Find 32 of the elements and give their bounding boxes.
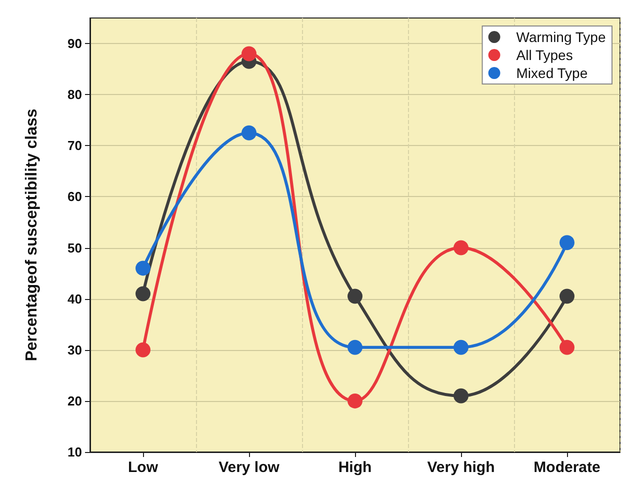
point [560, 235, 574, 250]
y-tick-label: 60 [68, 189, 82, 204]
x-tick-label: Moderate [534, 459, 600, 476]
x-tick-label: High [338, 459, 372, 476]
x-tick-label: Low [128, 459, 158, 476]
y-tick-label: 80 [68, 87, 82, 102]
point [242, 46, 256, 62]
point [348, 340, 362, 355]
x-tick-label: Very high [427, 459, 495, 476]
point [136, 342, 150, 358]
y-tick-label: 70 [68, 138, 82, 154]
legend-label: All Types [516, 47, 573, 63]
point [242, 125, 256, 140]
y-tick-label: 30 [68, 342, 82, 358]
y-tick-label: 20 [68, 393, 82, 408]
y-tick-label: 10 [68, 444, 82, 460]
point [454, 388, 468, 404]
x-tick-label: Very low [218, 459, 280, 476]
point [560, 340, 574, 355]
y-tick-label: 50 [68, 240, 82, 256]
point [454, 340, 468, 355]
point [454, 240, 468, 256]
legend-label: Mixed Type [516, 65, 588, 81]
point [560, 288, 574, 304]
y-tick-label: 90 [68, 36, 82, 52]
y-axis-title: Percentageof susceptibility class [24, 108, 40, 362]
legend-label: Warming Type [516, 29, 606, 45]
point [136, 260, 150, 276]
point [136, 286, 150, 302]
point [348, 393, 362, 408]
point [348, 288, 362, 304]
y-tick-label: 40 [68, 291, 82, 306]
